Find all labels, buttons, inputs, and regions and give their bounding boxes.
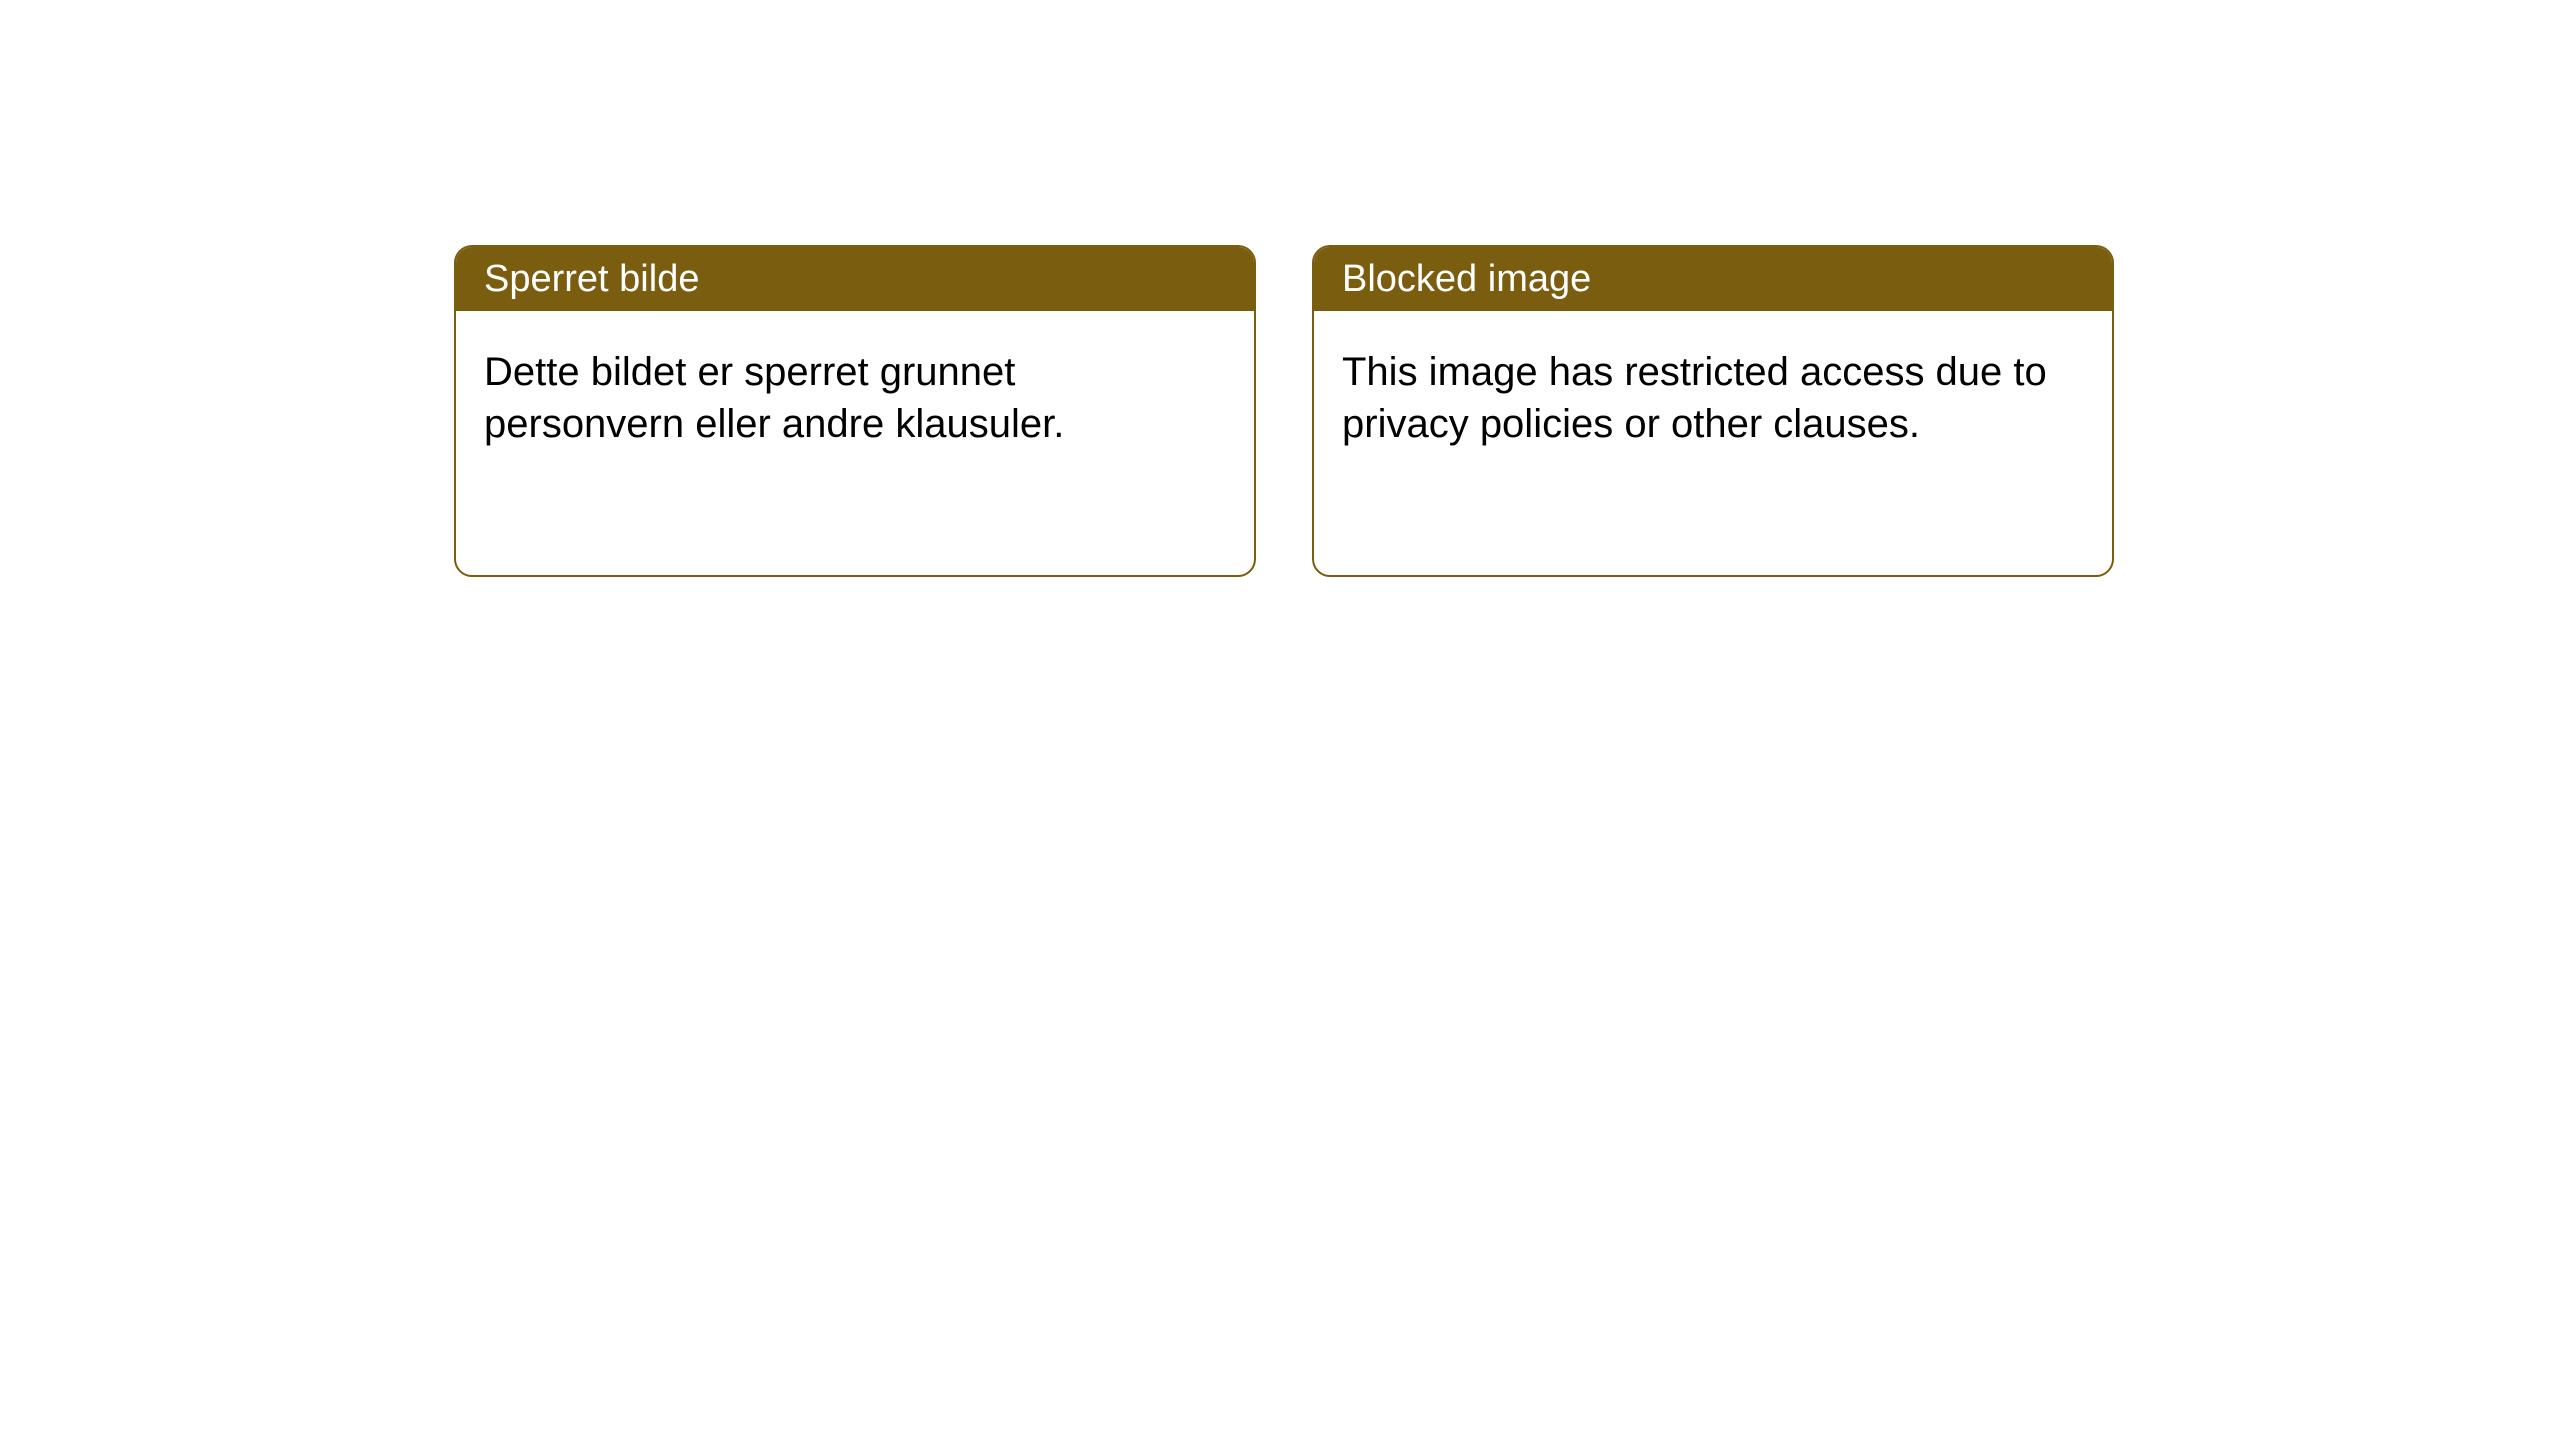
- notice-card-english: Blocked image This image has restricted …: [1312, 245, 2114, 577]
- notice-header: Sperret bilde: [456, 247, 1254, 311]
- notice-body: Dette bildet er sperret grunnet personve…: [456, 311, 1254, 485]
- notice-title: Sperret bilde: [484, 258, 699, 301]
- notice-card-norwegian: Sperret bilde Dette bildet er sperret gr…: [454, 245, 1256, 577]
- notice-body: This image has restricted access due to …: [1314, 311, 2112, 485]
- notice-message: This image has restricted access due to …: [1342, 350, 2047, 446]
- notice-header: Blocked image: [1314, 247, 2112, 311]
- notice-message: Dette bildet er sperret grunnet personve…: [484, 350, 1064, 446]
- notice-container: Sperret bilde Dette bildet er sperret gr…: [0, 0, 2560, 577]
- notice-title: Blocked image: [1342, 258, 1591, 301]
